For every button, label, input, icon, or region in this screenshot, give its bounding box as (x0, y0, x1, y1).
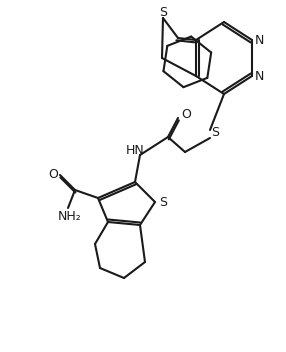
Text: S: S (159, 6, 167, 19)
Text: N: N (254, 69, 264, 82)
Text: N: N (254, 33, 264, 46)
Text: S: S (211, 126, 219, 138)
Text: S: S (159, 195, 167, 208)
Text: O: O (48, 168, 58, 181)
Text: HN: HN (126, 144, 144, 157)
Text: O: O (181, 108, 191, 121)
Text: NH₂: NH₂ (58, 209, 82, 222)
